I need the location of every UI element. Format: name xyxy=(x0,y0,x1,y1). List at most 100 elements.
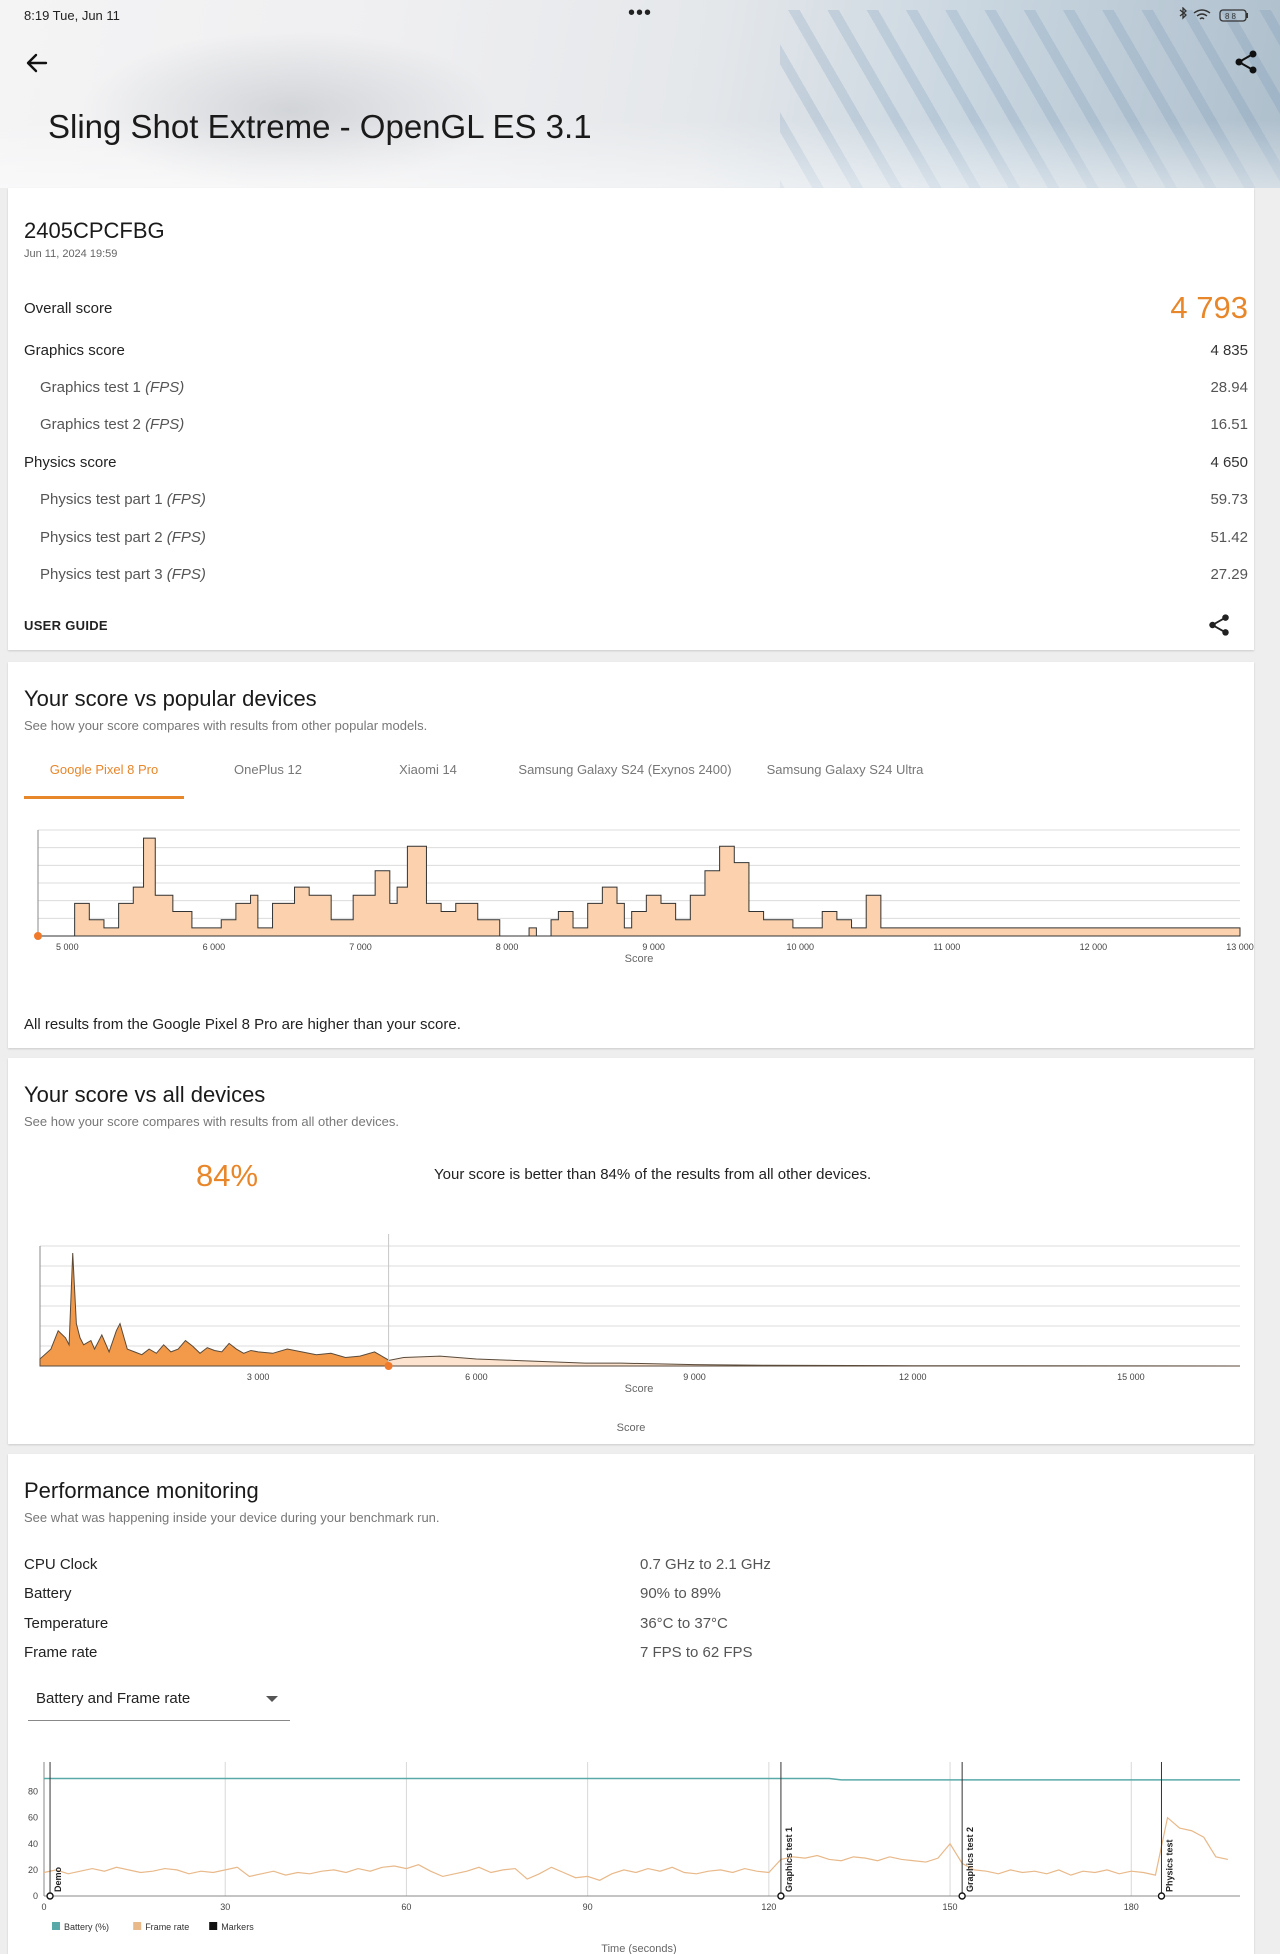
tab-label: Xiaomi 14 xyxy=(399,762,457,777)
performance-card: Performance monitoring See what was happ… xyxy=(8,1454,1254,1954)
overall-score-value: 4 793 xyxy=(1170,290,1248,325)
perf-value-temperature: 36°C to 37°C xyxy=(640,1615,728,1632)
legend-swatch xyxy=(52,1922,60,1930)
legend-label: Frame rate xyxy=(145,1922,189,1932)
share-result-icon[interactable] xyxy=(1206,612,1232,638)
tab-oneplus-12[interactable]: OnePlus 12 xyxy=(196,762,340,796)
x-tick-label: 30 xyxy=(220,1902,230,1912)
y-tick-label: 40 xyxy=(28,1839,38,1849)
bluetooth-wifi-battery-icon: 88 xyxy=(1179,6,1248,22)
result-card: 2405CPCFBG Jun 11, 2024 19:59 Overall sc… xyxy=(8,188,1254,650)
status-time: 8:19 Tue, Jun 11 xyxy=(24,8,120,23)
perf-label-frame-rate: Frame rate xyxy=(24,1644,98,1661)
x-tick-label: 7 000 xyxy=(349,942,372,952)
battery-level: 88 xyxy=(1225,12,1238,21)
x-tick-label: 9 000 xyxy=(683,1372,706,1382)
x-tick-label: 15 000 xyxy=(1117,1372,1145,1382)
marker-dot xyxy=(777,1892,785,1900)
your-score-marker xyxy=(34,932,42,940)
device-tabs: Google Pixel 8 Pro OnePlus 12 Xiaomi 14 … xyxy=(24,762,1224,799)
popular-note: All results from the Google Pixel 8 Pro … xyxy=(24,1016,461,1033)
graphics-test-1-value: 28.94 xyxy=(1210,379,1248,396)
tab-label: OnePlus 12 xyxy=(234,762,302,777)
tab-samsung-galaxy-s24-ultra[interactable]: Samsung Galaxy S24 Ultra xyxy=(752,762,938,796)
frame-rate-line xyxy=(43,1816,1229,1881)
popular-title: Your score vs popular devices xyxy=(24,686,317,711)
page-title: Sling Shot Extreme - OpenGL ES 3.1 xyxy=(48,108,592,145)
all-subtitle: See how your score compares with results… xyxy=(24,1114,399,1129)
x-tick-label: 150 xyxy=(943,1902,958,1912)
graphics-test-1-label: Graphics test 1 xyxy=(40,379,141,396)
marker-label: Graphics test 1 xyxy=(784,1827,794,1892)
fps-unit: (FPS) xyxy=(166,529,206,546)
perf-value-cpu-clock: 0.7 GHz to 2.1 GHz xyxy=(640,1556,771,1573)
physics-test-2-label: Physics test part 2 xyxy=(40,529,163,546)
x-tick-label: 0 xyxy=(41,1902,46,1912)
perf-label-battery: Battery xyxy=(24,1585,72,1602)
chart-type-dropdown[interactable]: Battery and Frame rate xyxy=(28,1678,290,1721)
y-tick-label: 0 xyxy=(33,1891,38,1901)
physics-score-label: Physics score xyxy=(24,454,117,471)
all-title: Your score vs all devices xyxy=(24,1082,266,1107)
x-tick-label: 12 000 xyxy=(1080,942,1108,952)
legend-label: Markers xyxy=(221,1922,254,1932)
x-tick-label: 180 xyxy=(1124,1902,1139,1912)
graphics-test-2-label: Graphics test 2 xyxy=(40,416,141,433)
distribution-area-below xyxy=(40,1253,389,1366)
perf-value-battery: 90% to 89% xyxy=(640,1585,721,1602)
physics-test-2-value: 51.42 xyxy=(1210,529,1248,546)
overall-score-label: Overall score xyxy=(24,300,113,317)
marker-dot xyxy=(1157,1892,1166,1900)
tab-label: Google Pixel 8 Pro xyxy=(49,762,159,777)
physics-test-3-label: Physics test part 3 xyxy=(40,566,163,583)
perf-value-frame-rate: 7 FPS to 62 FPS xyxy=(640,1644,753,1661)
user-guide-link[interactable]: USER GUIDE xyxy=(24,618,108,633)
perf-label-temperature: Temperature xyxy=(24,1615,109,1632)
perf-subtitle: See what was happening inside your devic… xyxy=(24,1510,440,1525)
distribution-area-above xyxy=(40,1253,1240,1366)
status-bar: 8:19 Tue, Jun 11 ••• 88 xyxy=(0,0,1280,30)
marker-label: Graphics test 2 xyxy=(965,1827,975,1892)
graphics-score-label: Graphics score xyxy=(24,342,125,359)
x-tick-label: 5 000 xyxy=(56,942,79,952)
share-icon[interactable] xyxy=(1232,48,1260,76)
x-axis-label: Time (seconds) xyxy=(601,1943,676,1954)
x-tick-label: 9 000 xyxy=(642,942,665,952)
legend-swatch xyxy=(133,1922,142,1930)
dropdown-value: Battery and Frame rate xyxy=(36,1690,191,1707)
tab-samsung-galaxy-s24-exynos[interactable]: Samsung Galaxy S24 (Exynos 2400) xyxy=(508,762,742,796)
x-tick-label: 11 000 xyxy=(933,942,960,952)
distribution-area xyxy=(38,837,1241,937)
physics-test-1-value: 59.73 xyxy=(1210,491,1248,508)
result-date: Jun 11, 2024 19:59 xyxy=(24,248,118,260)
x-tick-label: 10 000 xyxy=(786,942,814,952)
x-tick-label: 8 000 xyxy=(496,942,519,952)
battery-line xyxy=(44,1777,1240,1781)
more-dots-icon[interactable]: ••• xyxy=(628,2,653,24)
x-axis-label: Score xyxy=(625,1383,654,1395)
extra-score-label: Score xyxy=(616,1422,646,1434)
system-icons: 88 xyxy=(1176,6,1256,26)
physics-score-value: 4 650 xyxy=(1210,454,1248,471)
tab-google-pixel-8-pro[interactable]: Google Pixel 8 Pro xyxy=(24,762,184,799)
graphics-score-value: 4 835 xyxy=(1210,342,1248,359)
popular-distribution-chart: 5 000 6 000 7 000 8 000 9 000 10 000 11 000 12 … xyxy=(34,829,1254,965)
fps-unit: (FPS) xyxy=(166,566,206,583)
legend-label: Battery (%) xyxy=(64,1922,109,1932)
legend-swatch xyxy=(209,1922,218,1930)
y-tick-label: 80 xyxy=(28,1787,38,1797)
marker-dot xyxy=(958,1892,966,1900)
perf-label-cpu-clock: CPU Clock xyxy=(24,1556,98,1573)
fps-unit: (FPS) xyxy=(145,416,185,433)
all-devices-distribution-chart: 3 000 6 000 9 000 12 000 15 000 Score xyxy=(39,1234,1241,1395)
back-arrow-icon[interactable] xyxy=(22,48,52,78)
x-tick-label: 6 000 xyxy=(465,1372,488,1382)
tab-xiaomi-14[interactable]: Xiaomi 14 xyxy=(354,762,502,796)
x-tick-label: 12 000 xyxy=(899,1372,927,1382)
tab-label: Samsung Galaxy S24 (Exynos 2400) xyxy=(518,762,732,777)
marker-label: Demo xyxy=(53,1866,63,1892)
distribution-outline xyxy=(39,1253,1241,1367)
x-axis-label: Score xyxy=(625,953,654,965)
all-devices-card: Your score vs all devices See how your s… xyxy=(8,1058,1254,1444)
x-tick-label: 120 xyxy=(761,1902,776,1912)
